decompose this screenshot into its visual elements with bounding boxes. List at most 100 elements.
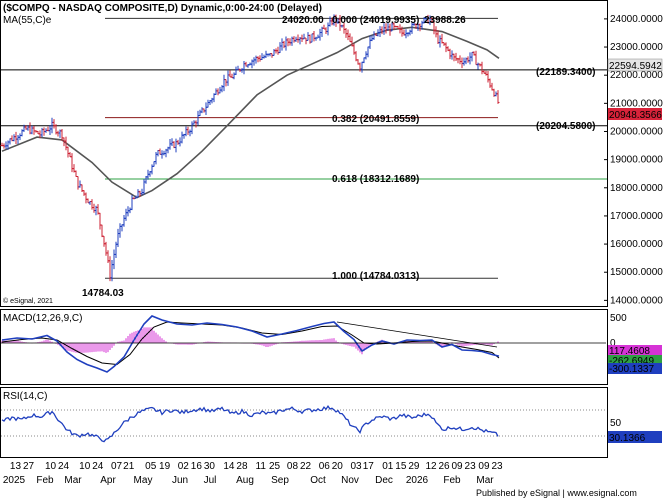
- x-month-label: Oct: [310, 475, 326, 486]
- macd-hist-tag-text: 117.4608: [609, 346, 650, 357]
- fib-100-label: 1.000 (14784.0313): [332, 271, 419, 282]
- x-tick-label: 17: [363, 461, 375, 472]
- x-month-label: Nov: [341, 475, 359, 486]
- macd-tick-label: 500: [610, 313, 627, 324]
- price-tick-label: 18000.0000: [610, 183, 663, 194]
- x-month-label: Jul: [204, 475, 217, 486]
- low-label: 14784.03: [82, 288, 124, 299]
- ma-price-tag-text: 22594.5942: [609, 61, 662, 72]
- ma-55-line: [1, 26, 500, 199]
- fib-382-label: 0.382 (20491.8559): [332, 114, 419, 125]
- x-tick-label: 08: [287, 461, 299, 472]
- x-tick-label: 16: [191, 461, 203, 472]
- rsi-layer: [1, 405, 499, 443]
- macd-line: [1, 315, 500, 373]
- x-tick-label: 09: [452, 461, 464, 472]
- x-month-label: Jun: [172, 475, 188, 486]
- price-panel-frame: [0, 0, 608, 307]
- price-tick-label: 14000.0000: [610, 295, 663, 306]
- x-month-label: Feb: [443, 475, 461, 486]
- last-price-tag-text: 20948.3566: [609, 110, 662, 121]
- x-month-label: 2025: [3, 475, 26, 486]
- x-month-label: Apr: [100, 475, 116, 486]
- x-month-label: Mar: [64, 475, 82, 486]
- macd-title: MACD(12,26,9,C): [3, 313, 82, 324]
- last-price-tag: [608, 108, 662, 120]
- x-month-label: May: [134, 475, 153, 486]
- x-tick-label: 11: [256, 461, 267, 472]
- rsi-line: [1, 405, 499, 443]
- rsi-panel-frame: [0, 387, 608, 458]
- macd-tag: [608, 355, 662, 366]
- high-label-2: 23988.26: [424, 15, 466, 26]
- price-bars: [0, 14, 500, 282]
- rsi-tag: [608, 431, 662, 443]
- x-tick-label: 10: [79, 461, 91, 472]
- x-tick-label: 24: [58, 461, 70, 472]
- macd-signal-tag: [608, 363, 662, 374]
- macd-signal-tag-text: -300.1337: [609, 364, 654, 375]
- x-month-label: 2026: [406, 475, 429, 486]
- x-tick-label: 19: [159, 461, 171, 472]
- macd-hist-tag: [608, 345, 662, 356]
- x-tick-label: 30: [204, 461, 216, 472]
- x-month-label: Dec: [375, 475, 393, 486]
- x-axis-ticks: 13 27 10 24 10 24 07 21 05 19 02 16 30 14 28 11 25 08 22 06…: [3, 461, 503, 486]
- rsi-tag-text: 30.1366: [609, 433, 646, 444]
- fib-0-label: 0.000 (24019.9935): [332, 15, 419, 26]
- price-bar: [496, 90, 500, 104]
- price-tick-label: 22000.0000: [610, 70, 663, 81]
- price-tick-label: 17000.0000: [610, 211, 663, 222]
- x-tick-label: 23: [465, 461, 477, 472]
- x-tick-label: 21: [123, 461, 135, 472]
- x-tick-label: 15: [395, 461, 407, 472]
- published-by: Published by eSignal | www.esignal.com: [476, 488, 637, 498]
- macd-tag-text: -262.6949: [609, 356, 654, 367]
- x-tick-label: 26: [438, 461, 450, 472]
- price-tick-label: 16000.0000: [610, 239, 663, 250]
- level-22189-label: (22189.3400): [536, 67, 596, 78]
- x-tick-label: 09: [478, 461, 490, 472]
- x-month-label: Sep: [271, 475, 289, 486]
- macd-layer: [1, 315, 500, 373]
- ma-legend: MA(55,C)e: [3, 15, 52, 26]
- x-tick-label: 13: [10, 461, 22, 472]
- ma-line: [1, 26, 500, 199]
- price-tick-label: 23000.0000: [610, 42, 663, 53]
- x-tick-label: 27: [23, 461, 35, 472]
- x-tick-label: 12: [425, 461, 437, 472]
- horizontal-levels: [0, 17, 607, 279]
- price-tick-label: 20000.0000: [610, 126, 663, 137]
- chart-title: ($COMPQ - NASDAQ COMPOSITE,D) Dynamic,0:…: [3, 3, 322, 14]
- rsi-title: RSI(14,C): [3, 391, 47, 402]
- x-tick-label: 28: [236, 461, 248, 472]
- x-tick-label: 10: [45, 461, 57, 472]
- x-tick-label: 07: [111, 461, 123, 472]
- fib-618-label: 0.618 (18312.1689): [332, 174, 419, 185]
- x-tick-label: 29: [408, 461, 420, 472]
- level-20204-label: (20204.5800): [536, 121, 596, 132]
- x-tick-label: 02: [178, 461, 190, 472]
- x-tick-label: 24: [92, 461, 104, 472]
- x-month-label: Aug: [236, 475, 254, 486]
- price-tick-label: 15000.0000: [610, 267, 663, 278]
- copyright: © eSignal, 2021: [3, 297, 53, 305]
- price-tick-label: 21000.0000: [610, 98, 663, 109]
- macd-tick-label: 0: [610, 338, 616, 349]
- x-tick-label: 22: [300, 461, 312, 472]
- x-tick-label: 25: [269, 461, 281, 472]
- price-tick-label: 24000.0000: [610, 14, 663, 25]
- x-tick-label: 05: [145, 461, 157, 472]
- x-tick-label: 01: [382, 461, 394, 472]
- high-label-1: 24020.00: [282, 15, 324, 26]
- price-tick-label: 19000.0000: [610, 155, 663, 166]
- x-tick-label: 06: [319, 461, 331, 472]
- ma-price-tag: [607, 58, 663, 72]
- x-tick-label: 20: [332, 461, 344, 472]
- x-month-label: Mar: [476, 475, 494, 486]
- x-tick-label: 03: [350, 461, 362, 472]
- x-tick-label: 14: [223, 461, 235, 472]
- rsi-tick-label: 50: [610, 418, 622, 429]
- x-month-label: Feb: [36, 475, 54, 486]
